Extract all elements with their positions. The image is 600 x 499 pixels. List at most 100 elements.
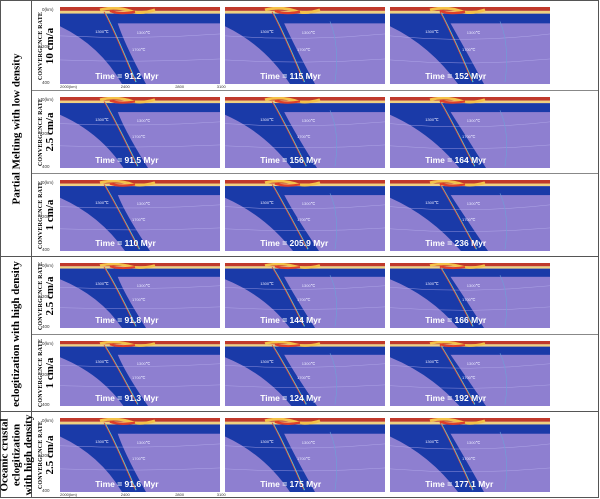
time-label: Time = 205.9 Myr bbox=[260, 238, 329, 248]
model-panel: Time = 91.3 Myr 1300℃ 1300℃ 1700℃ bbox=[60, 341, 220, 406]
isotherm-label: 1300℃ bbox=[466, 118, 481, 124]
model-panel: Time = 166 Myr 1300℃ 1300℃ 1700℃ bbox=[390, 263, 550, 328]
isotherm-label: 1300℃ bbox=[260, 359, 274, 365]
isotherm-label: 1300℃ bbox=[260, 116, 274, 122]
model-panel: Time = 91.6 Myr 1300℃ 1300℃ 1700℃ bbox=[60, 418, 220, 492]
x-tick: 3100 bbox=[216, 84, 226, 89]
isotherm-label: 1300℃ bbox=[95, 359, 109, 365]
isotherm-label: 1300℃ bbox=[136, 118, 151, 124]
isotherm-label: 1300℃ bbox=[466, 440, 481, 446]
group-label: Oceanic crustal eclogitization with high… bbox=[0, 412, 34, 497]
isotherm-label: 1300℃ bbox=[260, 438, 274, 444]
model-panel: Time = 115 Myr 1300℃ 1300℃ 1700℃ bbox=[225, 7, 385, 84]
isotherm-label: 1700℃ bbox=[462, 374, 476, 380]
depth-tick: 0(km) bbox=[42, 418, 54, 423]
isotherm-label: 1300℃ bbox=[466, 360, 481, 366]
isotherm-label: 1300℃ bbox=[95, 281, 109, 287]
isotherm-label: 1700℃ bbox=[132, 47, 146, 53]
x-tick: 2800 bbox=[175, 84, 185, 89]
depth-tick: 0(km) bbox=[42, 7, 54, 12]
x-tick: 2400 bbox=[120, 492, 130, 497]
isotherm-label: 1300℃ bbox=[466, 282, 481, 288]
model-panel: Time = 205.9 Myr 1300℃ 1300℃ 1700℃ bbox=[225, 180, 385, 251]
model-panel: Time = 91.8 Myr 1300℃ 1300℃ 1700℃ bbox=[60, 263, 220, 328]
model-panel: Time = 175 Myr 1300℃ 1300℃ 1700℃ bbox=[225, 418, 385, 492]
depth-tick: 0(km) bbox=[42, 341, 54, 346]
isotherm-label: 1700℃ bbox=[462, 216, 476, 222]
isotherm-label: 1700℃ bbox=[297, 133, 311, 139]
time-label: Time = 124 Myr bbox=[260, 393, 322, 403]
isotherm-label: 1300℃ bbox=[95, 199, 109, 205]
isotherm-label: 1300℃ bbox=[425, 28, 439, 34]
row-ec-2-5: CONVERGENCE RATE 2.5 cm/a Time = 91.8 Myr… bbox=[32, 257, 598, 334]
isotherm-label: 1700℃ bbox=[297, 456, 311, 462]
isotherm-label: 1700℃ bbox=[132, 374, 146, 380]
time-label: Time = 91.2 Myr bbox=[95, 71, 159, 81]
isotherm-label: 1300℃ bbox=[136, 201, 151, 207]
isotherm-label: 1700℃ bbox=[132, 456, 146, 462]
model-panel: Time = 91.2 Myr 1300℃ 1300℃ 1700℃ bbox=[60, 7, 220, 84]
model-panel: Time = 236 Myr 1300℃ 1300℃ 1700℃ bbox=[390, 180, 550, 251]
depth-tick: 200 bbox=[42, 130, 50, 136]
time-label: Time = 152 Myr bbox=[425, 71, 487, 81]
time-label: Time = 156 Myr bbox=[260, 155, 322, 165]
isotherm-label: 1300℃ bbox=[260, 28, 274, 34]
time-label: Time = 110 Myr bbox=[95, 238, 156, 248]
row-ec-1: CONVERGENCE RATE 1 cm/a Time = 91.3 Myr 13… bbox=[32, 334, 598, 411]
model-panel: Time = 124 Myr 1300℃ 1300℃ 1700℃ bbox=[225, 341, 385, 406]
isotherm-label: 1700℃ bbox=[297, 216, 311, 222]
isotherm-label: 1700℃ bbox=[462, 133, 476, 139]
depth-tick: 400 bbox=[42, 80, 50, 85]
time-label: Time = 177.1 Myr bbox=[425, 479, 494, 489]
isotherm-label: 1700℃ bbox=[297, 296, 311, 302]
time-label: Time = 164 Myr bbox=[425, 155, 487, 165]
time-label: Time = 91.3 Myr bbox=[95, 393, 159, 403]
isotherm-label: 1300℃ bbox=[136, 282, 151, 288]
row-pm-10: CONVERGENCE RATE 10 cm/a Time = 91.2 Myr 1… bbox=[32, 1, 598, 90]
isotherm-label: 1300℃ bbox=[260, 281, 274, 287]
x-tick: 2400 bbox=[120, 84, 130, 89]
isotherm-label: 1300℃ bbox=[136, 440, 151, 446]
time-label: Time = 175 Myr bbox=[260, 479, 322, 489]
x-tick: 3100 bbox=[216, 492, 226, 497]
model-panel: Time = 110 Myr 1300℃ 1300℃ 1700℃ bbox=[60, 180, 220, 251]
depth-tick: 400 bbox=[42, 247, 50, 252]
isotherm-label: 1300℃ bbox=[136, 30, 151, 36]
group-title: eclogitization with high density bbox=[10, 261, 23, 407]
isotherm-label: 1300℃ bbox=[425, 359, 439, 365]
group-title: Partial Melting with low density bbox=[10, 53, 22, 204]
row-pm-2-5: CONVERGENCE RATE 2.5 cm/a Time = 91.5 Myr… bbox=[32, 90, 598, 173]
isotherm-label: 1700℃ bbox=[297, 47, 311, 53]
isotherm-label: 1300℃ bbox=[95, 28, 109, 34]
isotherm-label: 1300℃ bbox=[425, 281, 439, 287]
depth-tick: 200 bbox=[42, 293, 50, 299]
isotherm-label: 1300℃ bbox=[95, 438, 109, 444]
x-tick: 2000(km) bbox=[60, 492, 77, 497]
isotherm-label: 1700℃ bbox=[132, 133, 146, 139]
isotherm-label: 1300℃ bbox=[301, 360, 316, 366]
time-label: Time = 236 Myr bbox=[425, 238, 487, 248]
isotherm-label: 1300℃ bbox=[260, 199, 274, 205]
model-panel: Time = 177.1 Myr 1300℃ 1300℃ 1700℃ bbox=[390, 418, 550, 492]
model-panel: Time = 91.5 Myr 1300℃ 1300℃ 1700℃ bbox=[60, 97, 220, 168]
row-pm-1: CONVERGENCE RATE 1 cm/a Time = 110 Myr 130… bbox=[32, 173, 598, 256]
depth-tick: 200 bbox=[42, 213, 50, 219]
time-label: Time = 91.6 Myr bbox=[95, 479, 159, 489]
row-oc-2-5: CONVERGENCE RATE 2.5 cm/a Time = 91.6 Myr… bbox=[32, 412, 598, 498]
depth-tick: 200 bbox=[42, 371, 50, 377]
isotherm-label: 1300℃ bbox=[425, 438, 439, 444]
isotherm-label: 1300℃ bbox=[301, 440, 316, 446]
group-oceanic-crustal: Oceanic crustal eclogitization with high… bbox=[0, 411, 598, 498]
model-panel: Time = 164 Myr 1300℃ 1300℃ 1700℃ bbox=[390, 97, 550, 168]
isotherm-label: 1300℃ bbox=[466, 201, 481, 207]
isotherm-label: 1300℃ bbox=[301, 282, 316, 288]
time-label: Time = 144 Myr bbox=[260, 315, 322, 325]
time-label: Time = 115 Myr bbox=[260, 71, 321, 81]
group-partial-melting: Partial Melting with low density CONVERG… bbox=[1, 1, 598, 256]
isotherm-label: 1700℃ bbox=[132, 216, 146, 222]
isotherm-label: 1300℃ bbox=[301, 118, 316, 124]
isotherm-label: 1300℃ bbox=[425, 199, 439, 205]
group-label: Partial Melting with low density bbox=[1, 1, 32, 256]
model-panel: Time = 156 Myr 1300℃ 1300℃ 1700℃ bbox=[225, 97, 385, 168]
